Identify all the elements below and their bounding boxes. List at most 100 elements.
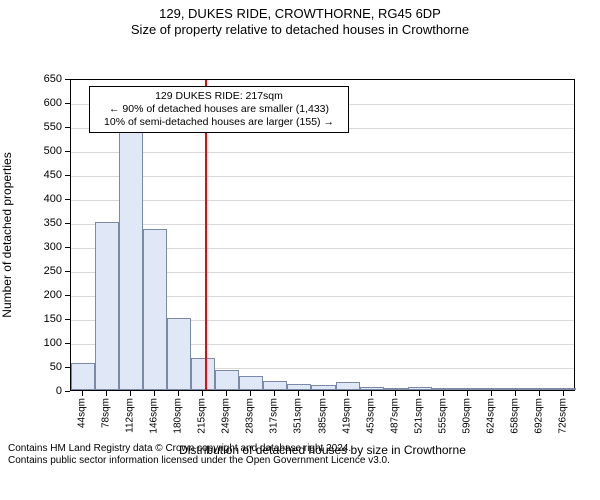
x-tick-mark xyxy=(202,391,203,396)
x-tick-mark xyxy=(347,391,348,396)
x-tick-label: 555sqm xyxy=(437,398,448,434)
y-tick-mark xyxy=(65,103,70,104)
y-tick-label: 450 xyxy=(22,169,62,181)
footer-line-2: Contains public sector information licen… xyxy=(8,455,592,468)
gridline xyxy=(71,152,574,153)
y-tick-mark xyxy=(65,343,70,344)
bar xyxy=(143,229,167,390)
x-axis-title: Distribution of detached houses by size … xyxy=(70,443,575,457)
bar xyxy=(71,363,95,389)
y-tick-label: 100 xyxy=(22,337,62,349)
x-tick-label: 283sqm xyxy=(245,398,256,434)
chart-titles: 129, DUKES RIDE, CROWTHORNE, RG45 6DP Si… xyxy=(0,0,600,39)
bar xyxy=(384,388,408,390)
bar xyxy=(408,387,432,389)
y-tick-mark xyxy=(65,151,70,152)
y-tick-label: 650 xyxy=(22,73,62,85)
bar xyxy=(480,388,504,390)
y-tick-label: 400 xyxy=(22,193,62,205)
y-tick-label: 600 xyxy=(22,97,62,109)
y-tick-mark xyxy=(65,367,70,368)
bar xyxy=(552,388,576,390)
x-tick-mark xyxy=(226,391,227,396)
x-tick-mark xyxy=(130,391,131,396)
bar xyxy=(167,318,191,390)
x-tick-label: 521sqm xyxy=(413,398,424,434)
x-tick-mark xyxy=(395,391,396,396)
bar xyxy=(119,126,143,390)
gridline xyxy=(71,224,574,225)
x-tick-mark xyxy=(491,391,492,396)
chart-container: 050100150200250300350400450500550600650 … xyxy=(0,39,600,439)
bar xyxy=(336,382,360,389)
annotation-line: 10% of semi-detached houses are larger (… xyxy=(96,116,342,129)
x-tick-label: 112sqm xyxy=(125,398,136,433)
y-tick-mark xyxy=(65,247,70,248)
x-tick-mark xyxy=(82,391,83,396)
y-tick-label: 0 xyxy=(22,385,62,397)
gridline xyxy=(71,176,574,177)
bar xyxy=(311,385,335,390)
y-tick-label: 350 xyxy=(22,217,62,229)
x-tick-label: 453sqm xyxy=(365,398,376,434)
x-tick-label: 419sqm xyxy=(341,398,352,434)
y-tick-label: 150 xyxy=(22,313,62,325)
x-tick-mark xyxy=(323,391,324,396)
y-tick-label: 500 xyxy=(22,145,62,157)
x-tick-mark xyxy=(250,391,251,396)
x-tick-label: 726sqm xyxy=(557,398,568,434)
annotation-line: ← 90% of detached houses are smaller (1,… xyxy=(96,103,342,116)
title-sub: Size of property relative to detached ho… xyxy=(0,22,600,38)
bar xyxy=(360,387,384,389)
x-tick-mark xyxy=(106,391,107,396)
y-tick-mark xyxy=(65,319,70,320)
x-tick-mark xyxy=(515,391,516,396)
annotation-box: 129 DUKES RIDE: 217sqm← 90% of detached … xyxy=(89,86,349,133)
annotation-line: 129 DUKES RIDE: 217sqm xyxy=(96,90,342,103)
y-tick-mark xyxy=(65,199,70,200)
bar xyxy=(191,358,215,389)
y-tick-mark xyxy=(65,295,70,296)
y-tick-mark xyxy=(65,223,70,224)
x-tick-label: 590sqm xyxy=(461,398,472,434)
title-main: 129, DUKES RIDE, CROWTHORNE, RG45 6DP xyxy=(0,6,600,22)
x-tick-mark xyxy=(443,391,444,396)
y-tick-label: 50 xyxy=(22,361,62,373)
bar xyxy=(528,388,552,390)
y-tick-mark xyxy=(65,127,70,128)
x-tick-label: 658sqm xyxy=(509,398,520,434)
x-tick-label: 215sqm xyxy=(197,398,208,434)
y-tick-label: 550 xyxy=(22,121,62,133)
x-tick-mark xyxy=(178,391,179,396)
bar xyxy=(239,376,263,389)
y-tick-label: 250 xyxy=(22,265,62,277)
y-tick-label: 200 xyxy=(22,289,62,301)
x-tick-label: 146sqm xyxy=(149,398,160,434)
bar xyxy=(456,388,480,390)
x-tick-label: 180sqm xyxy=(173,398,184,434)
x-tick-label: 487sqm xyxy=(389,398,400,434)
x-tick-label: 249sqm xyxy=(221,398,232,434)
x-tick-mark xyxy=(467,391,468,396)
x-tick-label: 692sqm xyxy=(533,398,544,434)
x-tick-label: 44sqm xyxy=(77,398,88,428)
bar xyxy=(263,381,287,390)
bar xyxy=(215,370,239,389)
x-tick-mark xyxy=(371,391,372,396)
x-tick-label: 78sqm xyxy=(101,398,112,428)
x-tick-label: 351sqm xyxy=(293,398,304,434)
y-axis-title: Number of detached properties xyxy=(0,152,14,317)
x-tick-mark xyxy=(539,391,540,396)
x-tick-mark xyxy=(298,391,299,396)
y-tick-mark xyxy=(65,391,70,392)
x-tick-mark xyxy=(419,391,420,396)
plot-area: 129 DUKES RIDE: 217sqm← 90% of detached … xyxy=(70,79,575,391)
x-tick-label: 385sqm xyxy=(317,398,328,434)
x-tick-label: 317sqm xyxy=(269,398,280,434)
bar xyxy=(504,388,528,390)
gridline xyxy=(71,200,574,201)
bar xyxy=(95,222,119,390)
bar xyxy=(287,384,311,390)
x-tick-mark xyxy=(154,391,155,396)
y-tick-label: 300 xyxy=(22,241,62,253)
